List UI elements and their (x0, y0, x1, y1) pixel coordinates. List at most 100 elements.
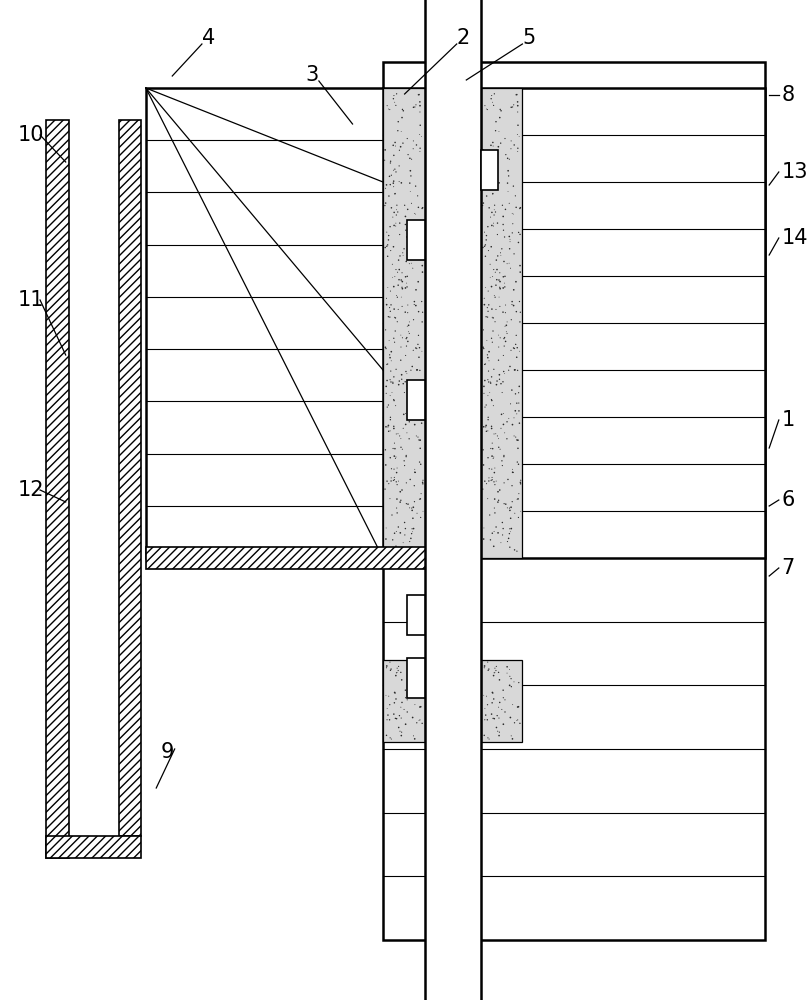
Point (412, 349, 425, 365)
Point (393, 262, 406, 278)
Point (477, 520, 490, 536)
Point (378, 152, 391, 168)
Point (490, 708, 503, 724)
Point (483, 532, 496, 548)
Point (477, 660, 490, 676)
Point (475, 152, 488, 168)
Point (500, 665, 513, 681)
Point (493, 281, 506, 297)
Point (389, 361, 402, 377)
Point (493, 441, 506, 457)
Point (405, 228, 418, 244)
Point (491, 428, 504, 444)
Point (394, 352, 407, 368)
Point (406, 728, 419, 744)
Bar (480, 150, 498, 190)
Point (482, 470, 495, 486)
Point (397, 406, 410, 422)
Point (502, 526, 515, 542)
Point (380, 98, 393, 114)
Point (485, 472, 498, 488)
Point (394, 289, 407, 305)
Point (403, 150, 416, 166)
Point (395, 724, 408, 740)
Point (503, 521, 516, 537)
Point (389, 711, 402, 727)
Bar (46, 120, 69, 858)
Point (385, 269, 398, 285)
Point (390, 477, 403, 493)
Point (388, 269, 401, 285)
Point (475, 198, 488, 214)
Point (486, 269, 499, 285)
Point (476, 142, 489, 158)
Point (478, 237, 491, 253)
Point (476, 322, 489, 338)
Point (513, 415, 526, 431)
Point (382, 228, 395, 244)
Point (491, 139, 504, 155)
Point (487, 477, 500, 493)
Text: 2: 2 (456, 28, 469, 48)
Point (387, 418, 400, 434)
Point (504, 710, 517, 726)
Point (405, 151, 418, 167)
Point (383, 219, 396, 235)
Point (478, 712, 491, 728)
Point (407, 478, 420, 494)
Point (390, 289, 403, 305)
Point (384, 297, 397, 313)
Point (414, 385, 427, 401)
Point (496, 416, 509, 432)
Point (489, 301, 502, 317)
Point (379, 195, 392, 211)
Point (508, 715, 521, 731)
Point (393, 142, 406, 158)
Point (397, 103, 410, 119)
Point (513, 476, 526, 492)
Point (503, 677, 516, 693)
Point (397, 376, 410, 392)
Point (407, 382, 420, 398)
Point (485, 684, 498, 700)
Point (384, 412, 397, 428)
Point (491, 352, 504, 368)
Point (500, 150, 513, 166)
Point (402, 659, 415, 675)
Point (477, 290, 490, 306)
Point (507, 137, 520, 153)
Point (497, 475, 510, 491)
Point (388, 685, 401, 701)
Point (487, 97, 500, 113)
Point (381, 397, 394, 413)
Point (402, 314, 415, 330)
Point (487, 538, 500, 554)
Point (394, 439, 407, 455)
Point (508, 274, 521, 290)
Point (387, 301, 400, 317)
Point (485, 525, 498, 541)
Bar (424, 0, 480, 1000)
Point (388, 435, 401, 451)
Point (403, 534, 416, 550)
Point (490, 262, 503, 278)
Point (380, 399, 393, 415)
Point (482, 200, 495, 216)
Point (483, 374, 496, 390)
Point (478, 224, 491, 240)
Point (489, 519, 502, 535)
Point (389, 465, 402, 481)
Point (388, 161, 401, 177)
Point (487, 665, 500, 681)
Point (489, 426, 502, 442)
Point (382, 101, 395, 117)
Point (384, 344, 397, 360)
Point (496, 347, 509, 363)
Point (397, 535, 410, 551)
Point (482, 344, 495, 360)
Point (502, 151, 515, 167)
Text: 3: 3 (306, 65, 319, 85)
Point (481, 412, 494, 428)
Point (510, 362, 523, 378)
Point (504, 260, 517, 276)
